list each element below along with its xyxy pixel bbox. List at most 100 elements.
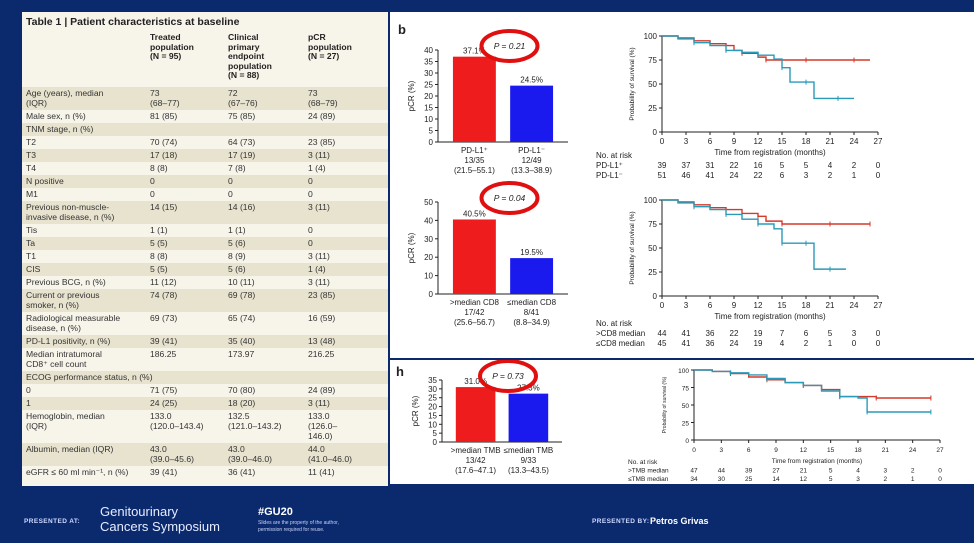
y-tick-label: 0: [433, 438, 438, 447]
column-header: Clinical: [228, 32, 259, 42]
category-label: (25.6–56.7): [454, 318, 495, 327]
footer-note-line1: Slides are the property of the author,: [258, 520, 339, 526]
table-cell: 44.0: [308, 444, 325, 454]
row-label: smoker, n (%): [26, 300, 80, 310]
y-tick-label: 100: [644, 196, 658, 205]
table-cell: 3 (11): [308, 202, 330, 212]
hashtag: #GU20: [258, 506, 293, 518]
risk-table-value: 5: [828, 329, 833, 338]
row-label: 0: [26, 385, 31, 395]
p-value-circle: [479, 181, 540, 215]
row-shading: [22, 371, 388, 384]
panel-letter-h: h: [396, 364, 404, 379]
x-tick-label: 15: [778, 301, 787, 310]
bar-value-label: 37.1%: [463, 47, 486, 56]
row-shading: [22, 397, 388, 410]
row-label: Tis: [26, 225, 38, 235]
column-header: population: [150, 41, 194, 52]
y-axis-label: Probability of survival (%): [629, 47, 636, 120]
row-label: CIS: [26, 264, 41, 274]
risk-table-value: 2: [852, 161, 857, 170]
table-cell: 43.0: [228, 444, 245, 454]
row-label: 1: [26, 398, 31, 408]
table-cell: (39.0–45.6): [150, 454, 194, 464]
y-tick-label: 15: [428, 411, 437, 420]
bar: [510, 258, 554, 294]
table-cell: 3 (11): [308, 251, 330, 261]
table-cell: 75 (85): [228, 111, 256, 121]
table-cell: 81 (85): [150, 111, 178, 121]
category-label: >median CD8: [450, 298, 500, 307]
y-tick-label: 0: [429, 290, 434, 299]
x-tick-label: 12: [754, 301, 763, 310]
column-header: pCR: [308, 32, 326, 42]
row-label: disease, n (%): [26, 323, 81, 333]
row-label: Age (years), median: [26, 88, 104, 98]
x-tick-label: 0: [692, 447, 696, 454]
risk-table-value: 1: [911, 476, 915, 483]
table-cell: 43.0: [150, 444, 167, 454]
risk-table-title: No. at risk: [596, 151, 633, 160]
y-tick-label: 30: [428, 385, 437, 394]
row-label: Radiological measurable: [26, 313, 121, 323]
x-tick-label: 21: [882, 447, 890, 454]
y-tick-label: 20: [428, 403, 437, 412]
risk-table-value: 27: [772, 468, 780, 475]
table-cell: 35 (40): [228, 336, 256, 346]
y-axis-label: Probability of survival (%): [629, 211, 636, 284]
y-tick-label: 50: [648, 244, 657, 253]
row-label: PD-L1 positivity, n (%): [26, 336, 111, 346]
risk-table-value: 2: [884, 476, 888, 483]
risk-table-value: 25: [745, 476, 753, 483]
x-tick-label: 21: [826, 301, 835, 310]
x-tick-label: 15: [827, 447, 835, 454]
category-label: >median TMB: [451, 446, 501, 455]
row-label: Male sex, n (%): [26, 111, 86, 121]
table-cell: 17 (19): [228, 150, 256, 160]
table-cell: 73: [150, 88, 160, 98]
bar: [508, 393, 549, 442]
risk-table-value: 6: [804, 329, 809, 338]
table-cell: 17 (18): [150, 150, 178, 160]
p-value-label: P = 0.21: [494, 41, 526, 51]
category-label: (21.5–55.1): [454, 166, 495, 175]
y-tick-label: 20: [424, 92, 433, 101]
x-axis-label: Time from registration (months): [714, 148, 826, 157]
table-cell: 8 (8): [150, 251, 168, 261]
table-cell: (126.0–: [308, 421, 338, 431]
table-cell: 70 (74): [150, 137, 178, 147]
risk-table-value: 0: [876, 171, 881, 180]
category-label: (17.6–47.1): [455, 466, 496, 475]
x-tick-label: 6: [747, 447, 751, 454]
figure-h-panel: h 0 5 10 15 20 25 30 35 pCR (%) 31.0% >median TMB 13…: [390, 359, 974, 484]
y-tick-label: 5: [429, 127, 434, 136]
meeting-name-line2: Cancers Symposium: [100, 519, 220, 534]
row-label: T4: [26, 163, 37, 173]
risk-table-value: 12: [800, 476, 808, 483]
y-tick-label: 50: [424, 198, 433, 207]
row-shading: [22, 443, 388, 466]
bar-value-label: 19.5%: [520, 248, 543, 257]
table-cell: 186.25: [150, 349, 177, 359]
table-cell: 7 (8): [228, 163, 246, 173]
table-cell: 132.5: [228, 411, 250, 421]
y-tick-label: 35: [424, 58, 433, 67]
risk-table-value: 41: [682, 329, 691, 338]
survival-curve: [694, 369, 931, 399]
risk-table-value: 31: [706, 161, 715, 170]
table-cell: 14 (15): [150, 202, 178, 212]
y-tick-label: 25: [424, 81, 433, 90]
risk-table-value: 0: [938, 476, 942, 483]
table-cell: (39.0–46.0): [228, 454, 272, 464]
y-axis-label: Probability of survival (%): [662, 376, 668, 433]
risk-table-value: 36: [706, 329, 715, 338]
x-tick-label: 27: [874, 301, 883, 310]
risk-table-value: 3: [884, 468, 888, 475]
row-shading: [22, 123, 388, 136]
risk-table-value: 36: [706, 339, 715, 348]
risk-table-value: 47: [690, 468, 698, 475]
category-label: ≤median TMB: [504, 446, 554, 455]
table-cell: 133.0: [308, 411, 330, 421]
y-tick-label: 40: [424, 216, 433, 225]
